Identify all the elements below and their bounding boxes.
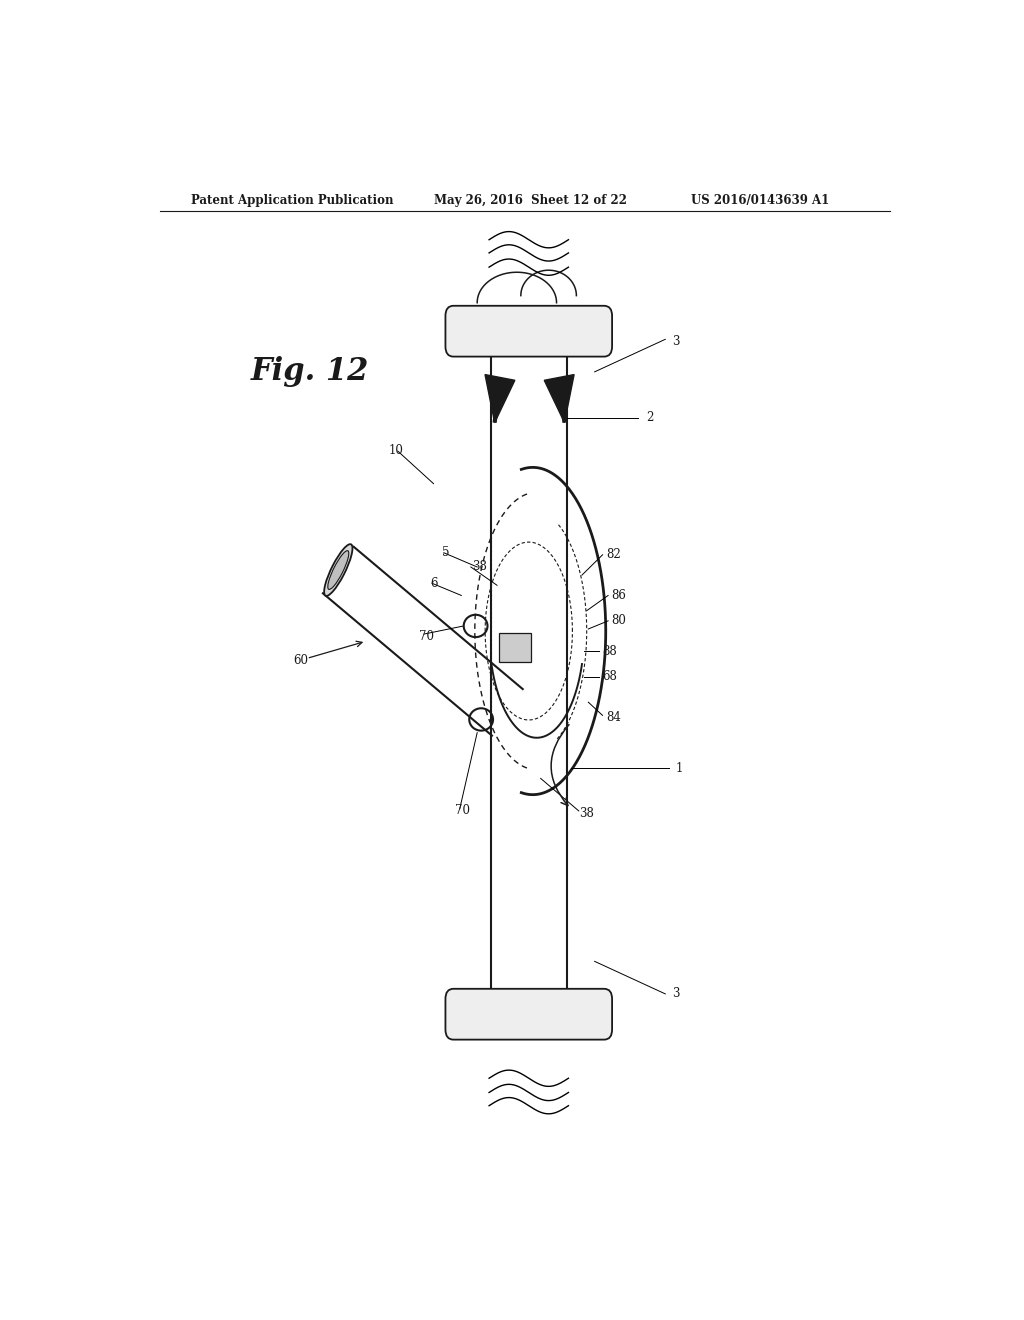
Text: 82: 82 bbox=[606, 548, 622, 561]
Text: 38: 38 bbox=[472, 561, 487, 573]
FancyBboxPatch shape bbox=[445, 306, 612, 356]
Text: 5: 5 bbox=[441, 546, 450, 560]
Text: Fig. 12: Fig. 12 bbox=[251, 356, 370, 387]
Text: 1: 1 bbox=[676, 762, 683, 775]
FancyBboxPatch shape bbox=[499, 634, 531, 661]
Text: 6: 6 bbox=[430, 577, 438, 590]
Text: 88: 88 bbox=[602, 645, 617, 657]
FancyBboxPatch shape bbox=[445, 989, 612, 1040]
Ellipse shape bbox=[325, 544, 352, 595]
Text: 60: 60 bbox=[294, 653, 308, 667]
Text: May 26, 2016  Sheet 12 of 22: May 26, 2016 Sheet 12 of 22 bbox=[433, 194, 627, 207]
Text: Patent Application Publication: Patent Application Publication bbox=[191, 194, 394, 207]
Polygon shape bbox=[485, 375, 515, 422]
Text: 10: 10 bbox=[389, 444, 403, 457]
Text: 84: 84 bbox=[606, 711, 622, 723]
Text: 70: 70 bbox=[456, 804, 470, 817]
Text: 3: 3 bbox=[672, 987, 679, 1001]
Text: 68: 68 bbox=[602, 671, 617, 684]
Text: 80: 80 bbox=[611, 614, 626, 627]
Text: 38: 38 bbox=[580, 808, 594, 821]
Text: 86: 86 bbox=[611, 589, 626, 602]
Text: 3: 3 bbox=[672, 335, 679, 348]
Text: 70: 70 bbox=[419, 630, 434, 643]
Text: US 2016/0143639 A1: US 2016/0143639 A1 bbox=[691, 194, 829, 207]
Polygon shape bbox=[545, 375, 574, 422]
Text: 2: 2 bbox=[646, 411, 653, 424]
Ellipse shape bbox=[328, 550, 349, 590]
